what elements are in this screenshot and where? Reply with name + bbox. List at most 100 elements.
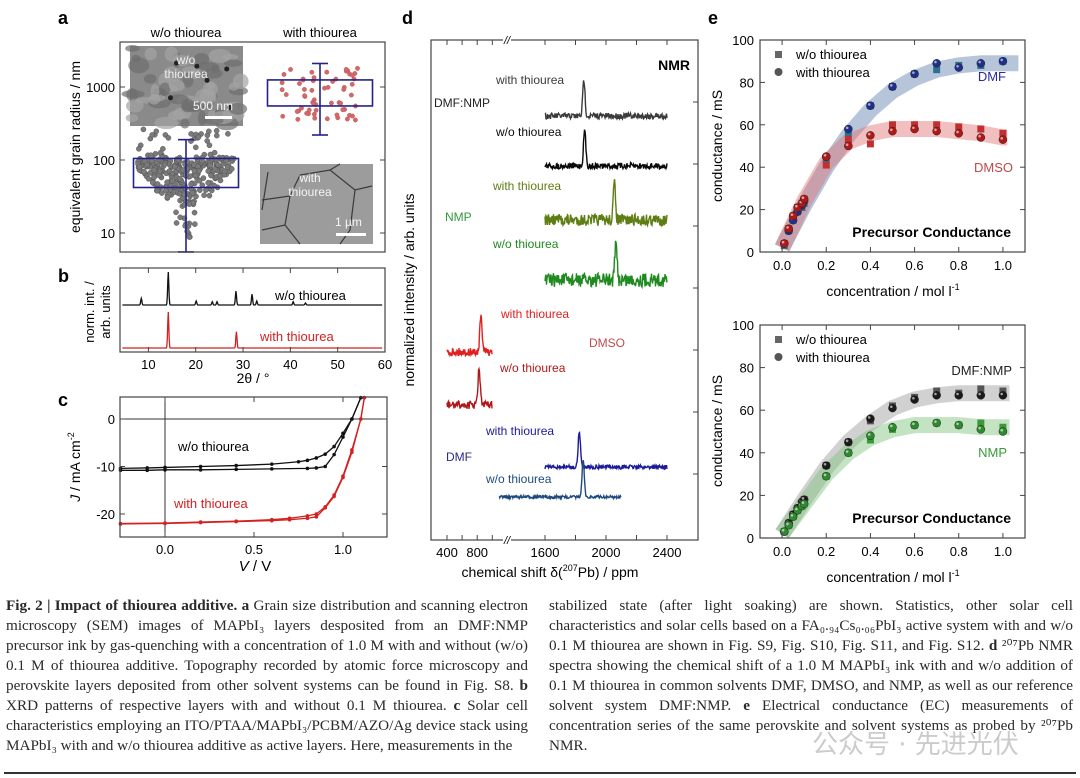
data-point	[211, 149, 218, 156]
data-point-circle	[998, 391, 1008, 400]
nmr-spectrum-line	[446, 314, 493, 358]
figure-caption-right: stabilized state (after light soaking) a…	[549, 596, 1073, 756]
sem-grain	[148, 94, 161, 105]
data-point-highlight	[845, 450, 849, 453]
data-point-circle	[799, 499, 809, 509]
category-label: with thiourea	[282, 25, 357, 40]
data-point	[173, 220, 180, 226]
data-point	[207, 162, 213, 169]
data-point	[191, 168, 198, 174]
chart-title: Precursor Conductance	[852, 224, 1011, 240]
data-point	[283, 92, 289, 97]
data-point-highlight	[801, 497, 805, 500]
chart-title: NMR	[658, 57, 690, 73]
data-point	[164, 194, 171, 201]
data-point	[136, 145, 142, 152]
jv-curve-line	[120, 397, 362, 471]
data-point	[159, 190, 165, 196]
data-point-highlight	[786, 226, 789, 229]
sem-grain	[208, 48, 232, 63]
sem-grain	[193, 52, 210, 65]
nmr-spectrum-line	[544, 129, 668, 171]
jv-point	[305, 514, 310, 518]
data-point-circle	[866, 131, 875, 140]
inset-label: thiourea	[288, 185, 332, 199]
x-tick-label: 0.2	[817, 258, 835, 273]
data-point	[350, 113, 355, 119]
axis-break-gap	[503, 36, 511, 44]
data-point-highlight	[956, 422, 959, 426]
y-tick-label: 20	[740, 488, 754, 503]
data-point	[334, 112, 340, 118]
sem-inset-with: with thiourea 1 µm	[260, 163, 373, 245]
jv-point	[314, 515, 319, 519]
data-point	[204, 138, 211, 144]
data-point-square	[933, 387, 941, 395]
x-tick-label: 0.0	[156, 542, 174, 557]
data-point	[154, 181, 161, 187]
data-point-circle	[998, 56, 1008, 66]
data-point-circle	[866, 414, 875, 423]
sem-grain	[125, 45, 140, 52]
series-label-with: with thiourea	[259, 329, 334, 344]
y-axis-label: conductance / mS	[709, 375, 725, 487]
jv-point	[362, 395, 367, 400]
data-point	[279, 80, 285, 86]
data-point-highlight	[1000, 58, 1004, 62]
sem-grain	[168, 94, 189, 105]
x-axis-label: V / V	[239, 558, 272, 575]
x-tick-label: 0.8	[950, 544, 968, 559]
data-point-highlight	[934, 60, 937, 64]
jv-point	[234, 519, 238, 523]
sem-grain	[121, 90, 145, 98]
data-point-circle	[888, 82, 897, 91]
data-point	[311, 111, 317, 117]
data-point-highlight	[801, 501, 805, 504]
y-axis-label: norm. int. /	[82, 281, 97, 343]
x-tick-label: 0.2	[817, 544, 835, 559]
data-point-highlight	[823, 462, 827, 466]
jv-point	[323, 505, 328, 509]
data-point	[154, 187, 161, 194]
scalebar-label: 1 µm	[335, 215, 362, 229]
data-point	[176, 175, 183, 182]
sem-grain	[164, 46, 179, 62]
data-point-circle	[910, 420, 919, 430]
jv-point	[341, 431, 345, 436]
caption-panel-e-text: Electrical conductance (EC) measurements…	[549, 697, 1074, 754]
sem-pore	[226, 105, 232, 111]
data-point	[295, 116, 301, 122]
data-point-highlight	[823, 154, 827, 157]
data-point	[191, 209, 198, 216]
jv-curve-line	[120, 397, 366, 525]
data-point-highlight	[867, 433, 871, 436]
jv-point	[198, 468, 203, 472]
jv-point	[323, 464, 328, 469]
sem-grain-boundary	[329, 163, 341, 171]
x-tick-label: 2400	[653, 545, 682, 560]
data-point	[161, 161, 168, 168]
sem-grain	[168, 79, 185, 92]
y-tick-label: 40	[740, 160, 754, 175]
caption-figure-title: Fig. 2 | Impact of thiourea additive.	[6, 597, 238, 614]
nmr-spectrum-line	[544, 430, 668, 471]
sem-grain-boundary	[261, 169, 373, 201]
jv-point	[287, 516, 292, 521]
data-point-circle	[976, 425, 986, 434]
scalebar	[205, 116, 232, 119]
data-point	[313, 107, 319, 113]
nmr-spectrum-line	[544, 80, 668, 122]
y-tick-label: 0	[747, 531, 754, 546]
data-point	[206, 128, 212, 135]
data-point-highlight	[912, 422, 915, 426]
data-point-square	[844, 136, 852, 144]
data-point-circle	[998, 135, 1008, 144]
nmr-spectrum-line	[544, 240, 668, 290]
jv-point	[296, 459, 301, 464]
solvent-annotation: NMP	[978, 445, 1007, 460]
data-point	[166, 168, 173, 174]
data-point-square	[866, 436, 874, 444]
y-tick-label: 80	[740, 361, 754, 376]
x-tick-label: 40	[283, 357, 297, 372]
data-point	[151, 174, 157, 180]
